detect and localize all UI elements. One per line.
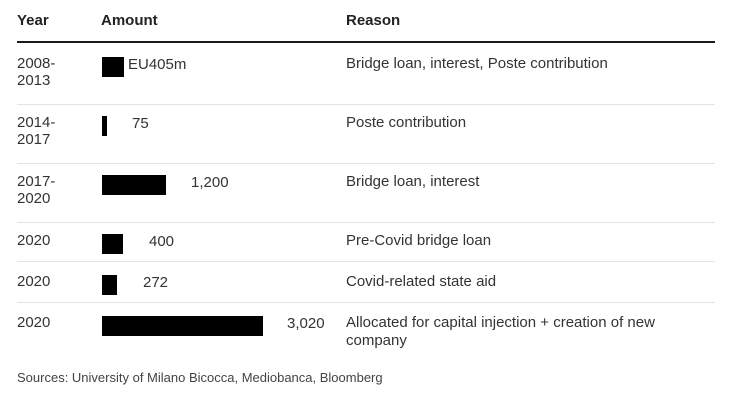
row-year-end: 2013 [17,72,51,89]
row-separator [17,163,715,164]
amount-value-label: EU405m [128,56,187,73]
source-note: Sources: University of Milano Bicocca, M… [17,370,383,385]
row-separator [17,261,715,262]
amount-value-label: 272 [143,274,169,291]
row-year-end: 2017 [17,131,51,148]
row-year-start: 2008- [17,55,56,72]
row-year-start: 2020 [17,232,51,249]
header-rule [17,41,715,43]
row-year: 2020 [17,273,87,290]
row-year: 2020 [17,232,87,249]
year-column-header: Year [17,12,49,29]
row-year-start: 2020 [17,273,51,290]
amount-bar [102,275,117,295]
row-reason: Pre-Covid bridge loan [346,232,492,249]
row-reason: Allocated for capital injection + creati… [346,314,655,349]
row-reason: Covid-related state aid [346,273,497,290]
amount-column-header: Amount [101,12,158,29]
row-separator [17,302,715,303]
row-separator [17,222,715,223]
row-reason: Poste contribution [346,114,467,131]
row-year: 2020 [17,314,87,331]
row-reason: Bridge loan, interest [346,173,480,190]
amount-bar [102,234,123,254]
row-year: 2014- 2017 [17,114,87,148]
row-year-start: 2017- [17,173,56,190]
amount-value-label: 400 [149,233,175,250]
row-year-start: 2014- [17,114,56,131]
row-year: 2008- 2013 [17,55,87,89]
row-reason: Bridge loan, interest, Poste contributio… [346,55,608,72]
amount-value-label: 75 [132,115,149,132]
amount-bar [102,316,263,336]
row-year: 2017- 2020 [17,173,87,207]
amount-bar [102,116,107,136]
row-separator [17,104,715,105]
amount-bar [102,57,124,77]
amount-bar [102,175,166,195]
amount-value-label: 3,020 [287,315,325,332]
amount-value-label: 1,200 [191,174,229,191]
row-year-start: 2020 [17,314,51,331]
row-year-end: 2020 [17,190,51,207]
reason-column-header: Reason [346,12,401,29]
